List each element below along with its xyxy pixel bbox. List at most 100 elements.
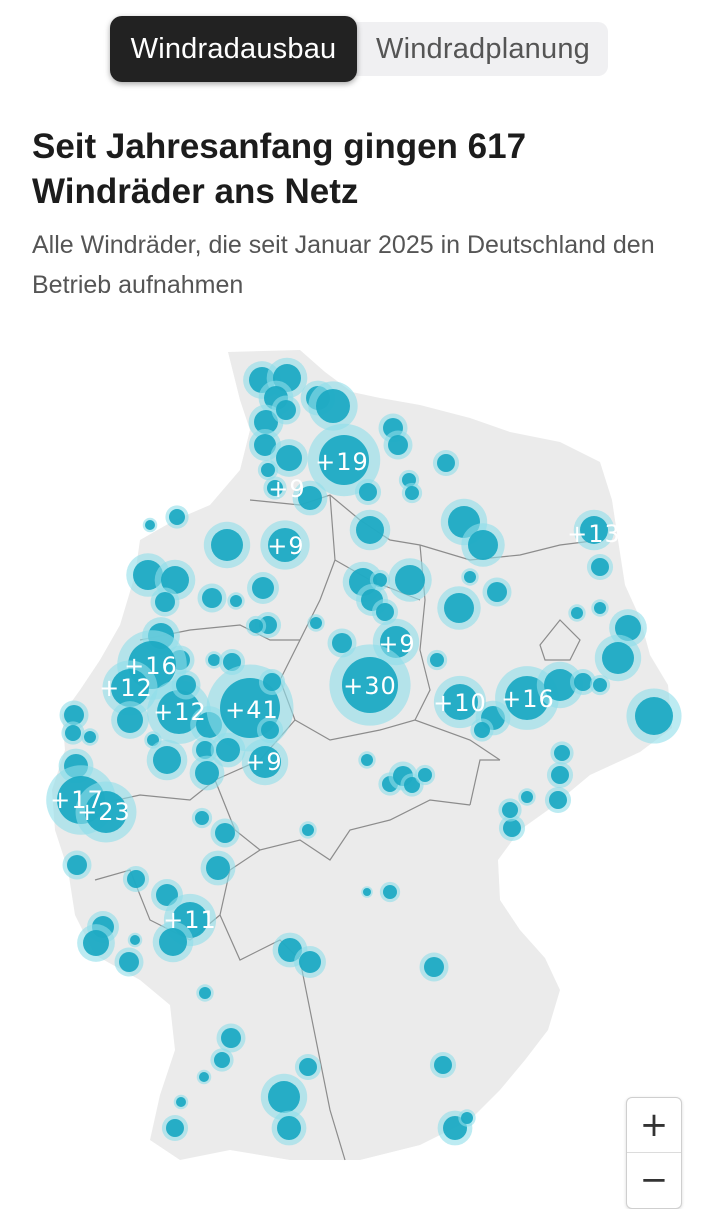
wind-turbine-marker[interactable] <box>260 1073 308 1121</box>
wind-turbine-marker[interactable] <box>62 850 92 880</box>
wind-turbine-markers[interactable] <box>46 357 682 1146</box>
wind-turbine-marker[interactable] <box>433 675 487 729</box>
wind-turbine-marker[interactable] <box>461 523 505 567</box>
wind-turbine-marker[interactable] <box>75 781 137 843</box>
wind-turbine-marker[interactable] <box>191 807 213 829</box>
wind-turbine-marker[interactable] <box>594 634 642 682</box>
marker-core <box>208 654 220 666</box>
wind-turbine-marker[interactable] <box>196 1069 212 1085</box>
tab-windradausbau[interactable]: Windradausbau <box>110 16 357 82</box>
wind-turbine-marker[interactable] <box>482 577 512 607</box>
wind-turbine-marker[interactable] <box>414 764 436 786</box>
wind-turbine-marker[interactable] <box>432 449 460 477</box>
marker-core <box>302 824 314 836</box>
wind-turbine-marker[interactable] <box>307 423 381 497</box>
wind-turbine-marker[interactable] <box>200 850 236 886</box>
wind-turbine-marker[interactable] <box>150 587 180 617</box>
wind-turbine-marker[interactable] <box>292 480 328 516</box>
wind-turbine-marker[interactable] <box>498 814 526 842</box>
wind-turbine-marker[interactable] <box>260 520 310 570</box>
wind-turbine-marker[interactable] <box>536 661 584 709</box>
wind-turbine-marker[interactable] <box>270 439 308 477</box>
wind-turbine-marker[interactable] <box>358 751 376 769</box>
wind-turbine-marker[interactable] <box>379 881 401 903</box>
wind-turbine-marker[interactable] <box>210 818 240 848</box>
wind-turbine-marker[interactable] <box>122 865 150 893</box>
wind-turbine-marker[interactable] <box>263 476 287 500</box>
wind-turbine-marker[interactable] <box>245 615 267 637</box>
wind-turbine-marker[interactable] <box>383 430 413 460</box>
wind-turbine-marker[interactable] <box>256 716 284 744</box>
wind-turbine-marker[interactable] <box>573 509 615 551</box>
wind-turbine-marker[interactable] <box>173 1094 189 1110</box>
wind-turbine-marker[interactable] <box>419 952 449 982</box>
wind-turbine-marker[interactable] <box>81 728 99 746</box>
wind-turbine-marker[interactable] <box>227 592 245 610</box>
wind-turbine-marker[interactable] <box>429 1051 457 1079</box>
wind-turbine-marker[interactable] <box>498 798 522 822</box>
wind-turbine-marker[interactable] <box>102 660 158 716</box>
germany-map[interactable]: +19+9+9 +13+16+12+9+30+41+12 +10 +16+9+17+2… <box>0 300 723 1200</box>
wind-turbine-marker[interactable] <box>569 668 597 696</box>
wind-turbine-marker[interactable] <box>626 688 682 744</box>
wind-turbine-marker[interactable] <box>401 482 423 504</box>
wind-turbine-marker[interactable] <box>470 718 494 742</box>
wind-turbine-marker[interactable] <box>294 1053 322 1081</box>
wind-turbine-marker[interactable] <box>354 478 382 506</box>
wind-turbine-marker[interactable] <box>77 924 115 962</box>
wind-turbine-marker[interactable] <box>426 649 448 671</box>
wind-turbine-marker[interactable] <box>271 395 301 425</box>
marker-core <box>263 673 281 691</box>
wind-turbine-marker[interactable] <box>247 572 279 604</box>
wind-turbine-marker[interactable] <box>210 1048 234 1072</box>
wind-turbine-marker[interactable] <box>437 586 481 630</box>
wind-turbine-marker[interactable] <box>210 732 246 768</box>
wind-turbine-marker[interactable] <box>189 755 225 791</box>
marker-core <box>84 731 96 743</box>
wind-turbine-marker[interactable] <box>458 1109 476 1127</box>
wind-turbine-marker[interactable] <box>361 886 373 898</box>
wind-turbine-marker[interactable] <box>586 553 614 581</box>
wind-turbine-marker[interactable] <box>152 921 194 963</box>
wind-turbine-marker[interactable] <box>111 701 149 739</box>
wind-turbine-marker[interactable] <box>205 651 223 669</box>
wind-turbine-marker[interactable] <box>550 741 574 765</box>
wind-turbine-marker[interactable] <box>196 984 214 1002</box>
zoom-out-button[interactable]: − <box>639 1160 669 1200</box>
wind-turbine-marker[interactable] <box>171 670 201 700</box>
wind-turbine-marker[interactable] <box>388 558 432 602</box>
wind-turbine-marker[interactable] <box>349 509 391 551</box>
wind-turbine-marker[interactable] <box>241 738 289 786</box>
wind-turbine-marker[interactable] <box>299 821 317 839</box>
wind-turbine-marker[interactable] <box>142 517 158 533</box>
wind-turbine-marker[interactable] <box>518 788 536 806</box>
wind-turbine-marker[interactable] <box>461 568 479 586</box>
wind-turbine-marker[interactable] <box>546 761 574 789</box>
wind-turbine-marker[interactable] <box>197 583 227 613</box>
wind-turbine-marker[interactable] <box>203 521 251 569</box>
wind-turbine-marker[interactable] <box>165 505 189 529</box>
wind-turbine-marker[interactable] <box>161 1114 189 1142</box>
wind-turbine-marker[interactable] <box>271 1110 307 1146</box>
wind-turbine-marker[interactable] <box>544 786 572 814</box>
wind-turbine-marker[interactable] <box>146 739 188 781</box>
wind-turbine-marker[interactable] <box>371 598 399 626</box>
zoom-in-button[interactable]: + <box>627 1098 681 1153</box>
wind-turbine-marker[interactable] <box>568 604 586 622</box>
marker-core <box>119 952 139 972</box>
wind-turbine-marker[interactable] <box>294 946 326 978</box>
wind-turbine-marker[interactable] <box>258 668 286 696</box>
wind-turbine-marker[interactable] <box>114 947 144 977</box>
wind-turbine-marker[interactable] <box>257 459 279 481</box>
wind-turbine-marker[interactable] <box>591 599 609 617</box>
wind-turbine-marker[interactable] <box>589 674 611 696</box>
wind-turbine-marker[interactable] <box>127 932 143 948</box>
wind-turbine-marker[interactable] <box>308 381 358 431</box>
wind-turbine-marker[interactable] <box>59 700 89 730</box>
tab-windradplanung[interactable]: Windradplanung <box>376 32 590 65</box>
wind-turbine-marker[interactable] <box>329 644 411 726</box>
wind-turbine-marker[interactable] <box>216 1023 246 1053</box>
wind-turbine-marker[interactable] <box>61 721 85 745</box>
marker-core <box>602 642 634 674</box>
wind-turbine-marker[interactable] <box>307 614 325 632</box>
